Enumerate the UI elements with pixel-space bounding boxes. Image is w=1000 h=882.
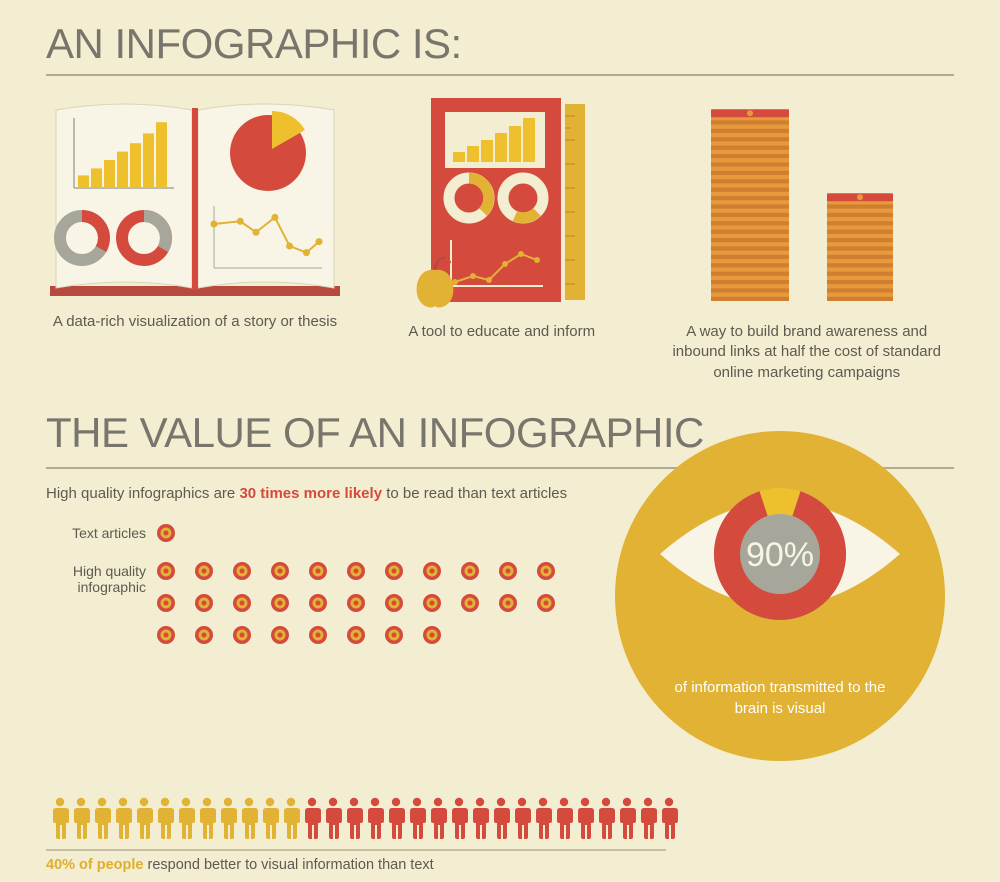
bullseye-icon bbox=[194, 625, 214, 645]
bullseye-icon bbox=[156, 625, 176, 645]
person-icon bbox=[302, 797, 322, 841]
definition-caption: A way to build brand awareness and inbou… bbox=[659, 322, 954, 383]
definition-stacks: A way to build brand awareness and inbou… bbox=[659, 98, 954, 383]
bullseye-icon bbox=[384, 593, 404, 613]
person-icon bbox=[113, 797, 133, 841]
divider bbox=[46, 74, 954, 76]
person-icon bbox=[512, 797, 532, 841]
person-icon bbox=[428, 797, 448, 841]
divider bbox=[46, 849, 666, 851]
definition-caption: A data-rich visualization of a story or … bbox=[53, 312, 337, 332]
bullseye-icon bbox=[308, 561, 328, 581]
eye-stat-circle: 90% of information transmitted to the br… bbox=[615, 431, 945, 761]
person-icon bbox=[407, 797, 427, 841]
person-icon bbox=[134, 797, 154, 841]
money-stacks-icon bbox=[687, 98, 927, 308]
bullseye-icon bbox=[498, 561, 518, 581]
lead-pre: High quality infographics are bbox=[46, 485, 239, 502]
person-icon bbox=[533, 797, 553, 841]
definitions-row: A data-rich visualization of a story or … bbox=[46, 98, 954, 383]
bullseye-icon bbox=[270, 561, 290, 581]
person-icon bbox=[470, 797, 490, 841]
bullseye-icon bbox=[232, 625, 252, 645]
bullseye-icon bbox=[384, 625, 404, 645]
person-icon bbox=[239, 797, 259, 841]
person-icon bbox=[92, 797, 112, 841]
person-icon bbox=[344, 797, 364, 841]
person-icon bbox=[71, 797, 91, 841]
bullseye-icon bbox=[422, 625, 442, 645]
person-icon bbox=[638, 797, 658, 841]
row-label-text-articles: Text articles bbox=[46, 523, 156, 542]
bullseye-icon bbox=[384, 561, 404, 581]
person-icon bbox=[176, 797, 196, 841]
person-icon bbox=[575, 797, 595, 841]
person-icon bbox=[659, 797, 679, 841]
person-icon bbox=[260, 797, 280, 841]
bullseye-icon bbox=[308, 625, 328, 645]
person-icon bbox=[281, 797, 301, 841]
bullseye-icon bbox=[498, 593, 518, 613]
bullseye-icon bbox=[460, 561, 480, 581]
lead-emphasis: 30 times more likely bbox=[239, 485, 382, 502]
row-label-infographic: High quality infographic bbox=[46, 561, 156, 597]
dot-row bbox=[156, 523, 556, 543]
people-emphasis: 40% of people bbox=[46, 857, 144, 873]
value-eye-column: 90% of information transmitted to the br… bbox=[606, 483, 954, 761]
definition-caption: A tool to educate and inform bbox=[408, 322, 595, 342]
eye-percent-label: 90% bbox=[746, 536, 814, 574]
bullseye-icon bbox=[536, 593, 556, 613]
bullseye-icon bbox=[460, 593, 480, 613]
people-stat: 40% of people respond better to visual i… bbox=[46, 797, 954, 873]
bullseye-icon bbox=[308, 593, 328, 613]
bullseye-icon bbox=[346, 561, 366, 581]
person-icon bbox=[365, 797, 385, 841]
person-icon bbox=[617, 797, 637, 841]
person-icon bbox=[449, 797, 469, 841]
bullseye-icon bbox=[232, 561, 252, 581]
bullseye-icon bbox=[156, 593, 176, 613]
person-icon bbox=[491, 797, 511, 841]
people-caption-rest: respond better to visual information tha… bbox=[144, 857, 434, 873]
bullseye-icon bbox=[194, 593, 214, 613]
bullseye-icon bbox=[422, 593, 442, 613]
bullseye-icon bbox=[156, 523, 176, 543]
eye-subtext: of information transmitted to the brain … bbox=[670, 678, 890, 719]
value-lead-text: High quality infographics are 30 times m… bbox=[46, 483, 606, 505]
bullseye-icon bbox=[270, 593, 290, 613]
book-icon bbox=[46, 98, 344, 298]
bullseye-icon bbox=[156, 561, 176, 581]
bullseye-icon bbox=[536, 561, 556, 581]
bullseye-icon bbox=[270, 625, 290, 645]
section1-title: AN INFOGRAPHIC IS: bbox=[46, 20, 954, 68]
person-icon bbox=[323, 797, 343, 841]
poster-icon bbox=[397, 98, 607, 308]
bullseye-icon bbox=[422, 561, 442, 581]
person-icon bbox=[155, 797, 175, 841]
value-left-column: High quality infographics are 30 times m… bbox=[46, 483, 606, 761]
definition-poster: A tool to educate and inform bbox=[380, 98, 623, 383]
person-icon bbox=[50, 797, 70, 841]
person-icon bbox=[596, 797, 616, 841]
lead-post: to be read than text articles bbox=[382, 485, 567, 502]
bullseye-icon bbox=[194, 561, 214, 581]
eye-icon: 90% bbox=[650, 459, 910, 649]
people-row bbox=[50, 797, 954, 841]
bullseye-icon bbox=[232, 593, 252, 613]
bullseye-icon bbox=[346, 593, 366, 613]
bullseye-icon bbox=[346, 625, 366, 645]
definition-book: A data-rich visualization of a story or … bbox=[46, 98, 344, 383]
person-icon bbox=[386, 797, 406, 841]
people-caption: 40% of people respond better to visual i… bbox=[46, 857, 954, 873]
person-icon bbox=[218, 797, 238, 841]
person-icon bbox=[197, 797, 217, 841]
person-icon bbox=[554, 797, 574, 841]
dot-row bbox=[156, 561, 556, 645]
